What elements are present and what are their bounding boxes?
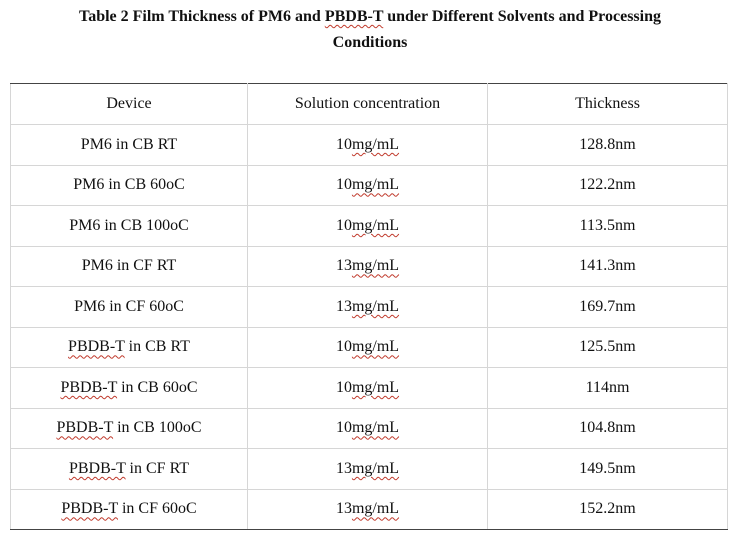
device-label: in CF RT <box>125 459 190 477</box>
cell-thickness: 104.8nm <box>487 407 728 449</box>
device-label: PM6 in CF RT <box>81 257 177 275</box>
cell-thickness: 122.2nm <box>487 164 728 206</box>
table-header-row: Device Solution concentration Thickness <box>10 83 728 125</box>
concentration-unit: mg/mL <box>351 338 400 356</box>
concentration-unit: mg/mL <box>351 378 400 396</box>
cell-device: PM6 in CF RT <box>10 245 248 287</box>
device-label: PM6 in CB 60oC <box>73 176 185 194</box>
device-label: in CB RT <box>124 338 190 356</box>
cell-device: PBDB-T in CB 60oC <box>10 367 248 409</box>
device-pbdb-term: PBDB-T <box>68 338 125 356</box>
concentration-unit: mg/mL <box>351 176 400 194</box>
concentration-unit: mg/mL <box>351 135 400 153</box>
concentration-unit: mg/mL <box>351 419 400 437</box>
cell-thickness: 169.7nm <box>487 286 728 328</box>
concentration-unit: mg/mL <box>351 500 400 518</box>
table-row: PM6 in CB RT 10mg/mL 128.8nm <box>10 124 728 166</box>
cell-solution-concentration: 10mg/mL <box>247 407 488 449</box>
device-label: PM6 in CF 60oC <box>74 297 184 315</box>
table-row: PBDB-T in CF RT 13mg/mL 149.5nm <box>10 448 728 490</box>
concentration-value: 10 <box>335 378 352 396</box>
cell-device: PBDB-T in CF RT <box>10 448 248 490</box>
header-solution-concentration: Solution concentration <box>247 83 488 125</box>
device-label: in CF 60oC <box>117 500 197 518</box>
header-thickness: Thickness <box>487 83 728 125</box>
caption-text: under Different Solvents and Processing <box>383 8 661 25</box>
concentration-value: 10 <box>335 176 352 194</box>
table-row: PM6 in CB 60oC 10mg/mL 122.2nm <box>10 164 728 206</box>
cell-solution-concentration: 10mg/mL <box>247 124 488 166</box>
cell-thickness: 125.5nm <box>487 326 728 368</box>
cell-solution-concentration: 10mg/mL <box>247 205 488 247</box>
caption-text: Table 2 Film Thickness of PM6 and <box>78 8 325 25</box>
caption-line-2: Conditions <box>332 34 408 51</box>
cell-thickness: 114nm <box>487 367 728 409</box>
table-body: PM6 in CB RT 10mg/mL 128.8nm PM6 in CB 60oC… <box>10 124 728 530</box>
cell-thickness: 128.8nm <box>487 124 728 166</box>
device-label: PM6 in CB 100oC <box>69 216 189 234</box>
cell-device: PM6 in CB 60oC <box>10 164 248 206</box>
cell-device: PBDB-T in CB RT <box>10 326 248 368</box>
concentration-unit: mg/mL <box>351 257 400 275</box>
caption-pbdb-term: PBDB-T <box>324 8 384 25</box>
concentration-unit: mg/mL <box>351 459 400 477</box>
concentration-value: 10 <box>335 216 352 234</box>
table-row: PBDB-T in CF 60oC 13mg/mL 152.2nm <box>10 488 728 530</box>
cell-solution-concentration: 13mg/mL <box>247 245 488 287</box>
cell-solution-concentration: 13mg/mL <box>247 286 488 328</box>
device-label: in CB 60oC <box>117 378 198 396</box>
concentration-unit: mg/mL <box>351 297 400 315</box>
cell-device: PM6 in CF 60oC <box>10 286 248 328</box>
concentration-value: 13 <box>335 459 352 477</box>
table-row: PM6 in CF RT 13mg/mL 141.3nm <box>10 245 728 287</box>
cell-thickness: 113.5nm <box>487 205 728 247</box>
cell-device: PBDB-T in CB 100oC <box>10 407 248 449</box>
device-pbdb-term: PBDB-T <box>60 378 118 396</box>
concentration-value: 13 <box>335 500 352 518</box>
concentration-unit: mg/mL <box>351 216 400 234</box>
cell-solution-concentration: 13mg/mL <box>247 488 488 530</box>
cell-solution-concentration: 10mg/mL <box>247 367 488 409</box>
cell-thickness: 141.3nm <box>487 245 728 287</box>
table-row: PBDB-T in CB 60oC 10mg/mL 114nm <box>10 367 728 409</box>
device-pbdb-term: PBDB-T <box>61 500 118 518</box>
concentration-value: 13 <box>335 257 352 275</box>
cell-device: PBDB-T in CF 60oC <box>10 488 248 530</box>
cell-device: PM6 in CB 100oC <box>10 205 248 247</box>
concentration-value: 10 <box>335 135 352 153</box>
table-caption: Table 2 Film Thickness of PM6 and PBDB-T… <box>0 4 740 56</box>
cell-device: PM6 in CB RT <box>10 124 248 166</box>
device-pbdb-term: PBDB-T <box>68 459 126 477</box>
thickness-table: Device Solution concentration Thickness … <box>10 83 728 530</box>
device-label: PM6 in CB RT <box>80 135 178 153</box>
caption-line-1: Table 2 Film Thickness of PM6 and PBDB-T… <box>0 4 740 30</box>
header-device: Device <box>10 83 248 125</box>
cell-solution-concentration: 13mg/mL <box>247 448 488 490</box>
table-row: PM6 in CF 60oC 13mg/mL 169.7nm <box>10 286 728 328</box>
concentration-value: 10 <box>335 338 352 356</box>
cell-thickness: 149.5nm <box>487 448 728 490</box>
table-row: PBDB-T in CB 100oC 10mg/mL 104.8nm <box>10 407 728 449</box>
concentration-value: 13 <box>335 297 352 315</box>
device-pbdb-term: PBDB-T <box>56 419 114 437</box>
concentration-value: 10 <box>335 419 352 437</box>
device-label: in CB 100oC <box>113 419 202 437</box>
table-row: PBDB-T in CB RT 10mg/mL 125.5nm <box>10 326 728 368</box>
cell-solution-concentration: 10mg/mL <box>247 164 488 206</box>
cell-thickness: 152.2nm <box>487 488 728 530</box>
cell-solution-concentration: 10mg/mL <box>247 326 488 368</box>
table-row: PM6 in CB 100oC 10mg/mL 113.5nm <box>10 205 728 247</box>
